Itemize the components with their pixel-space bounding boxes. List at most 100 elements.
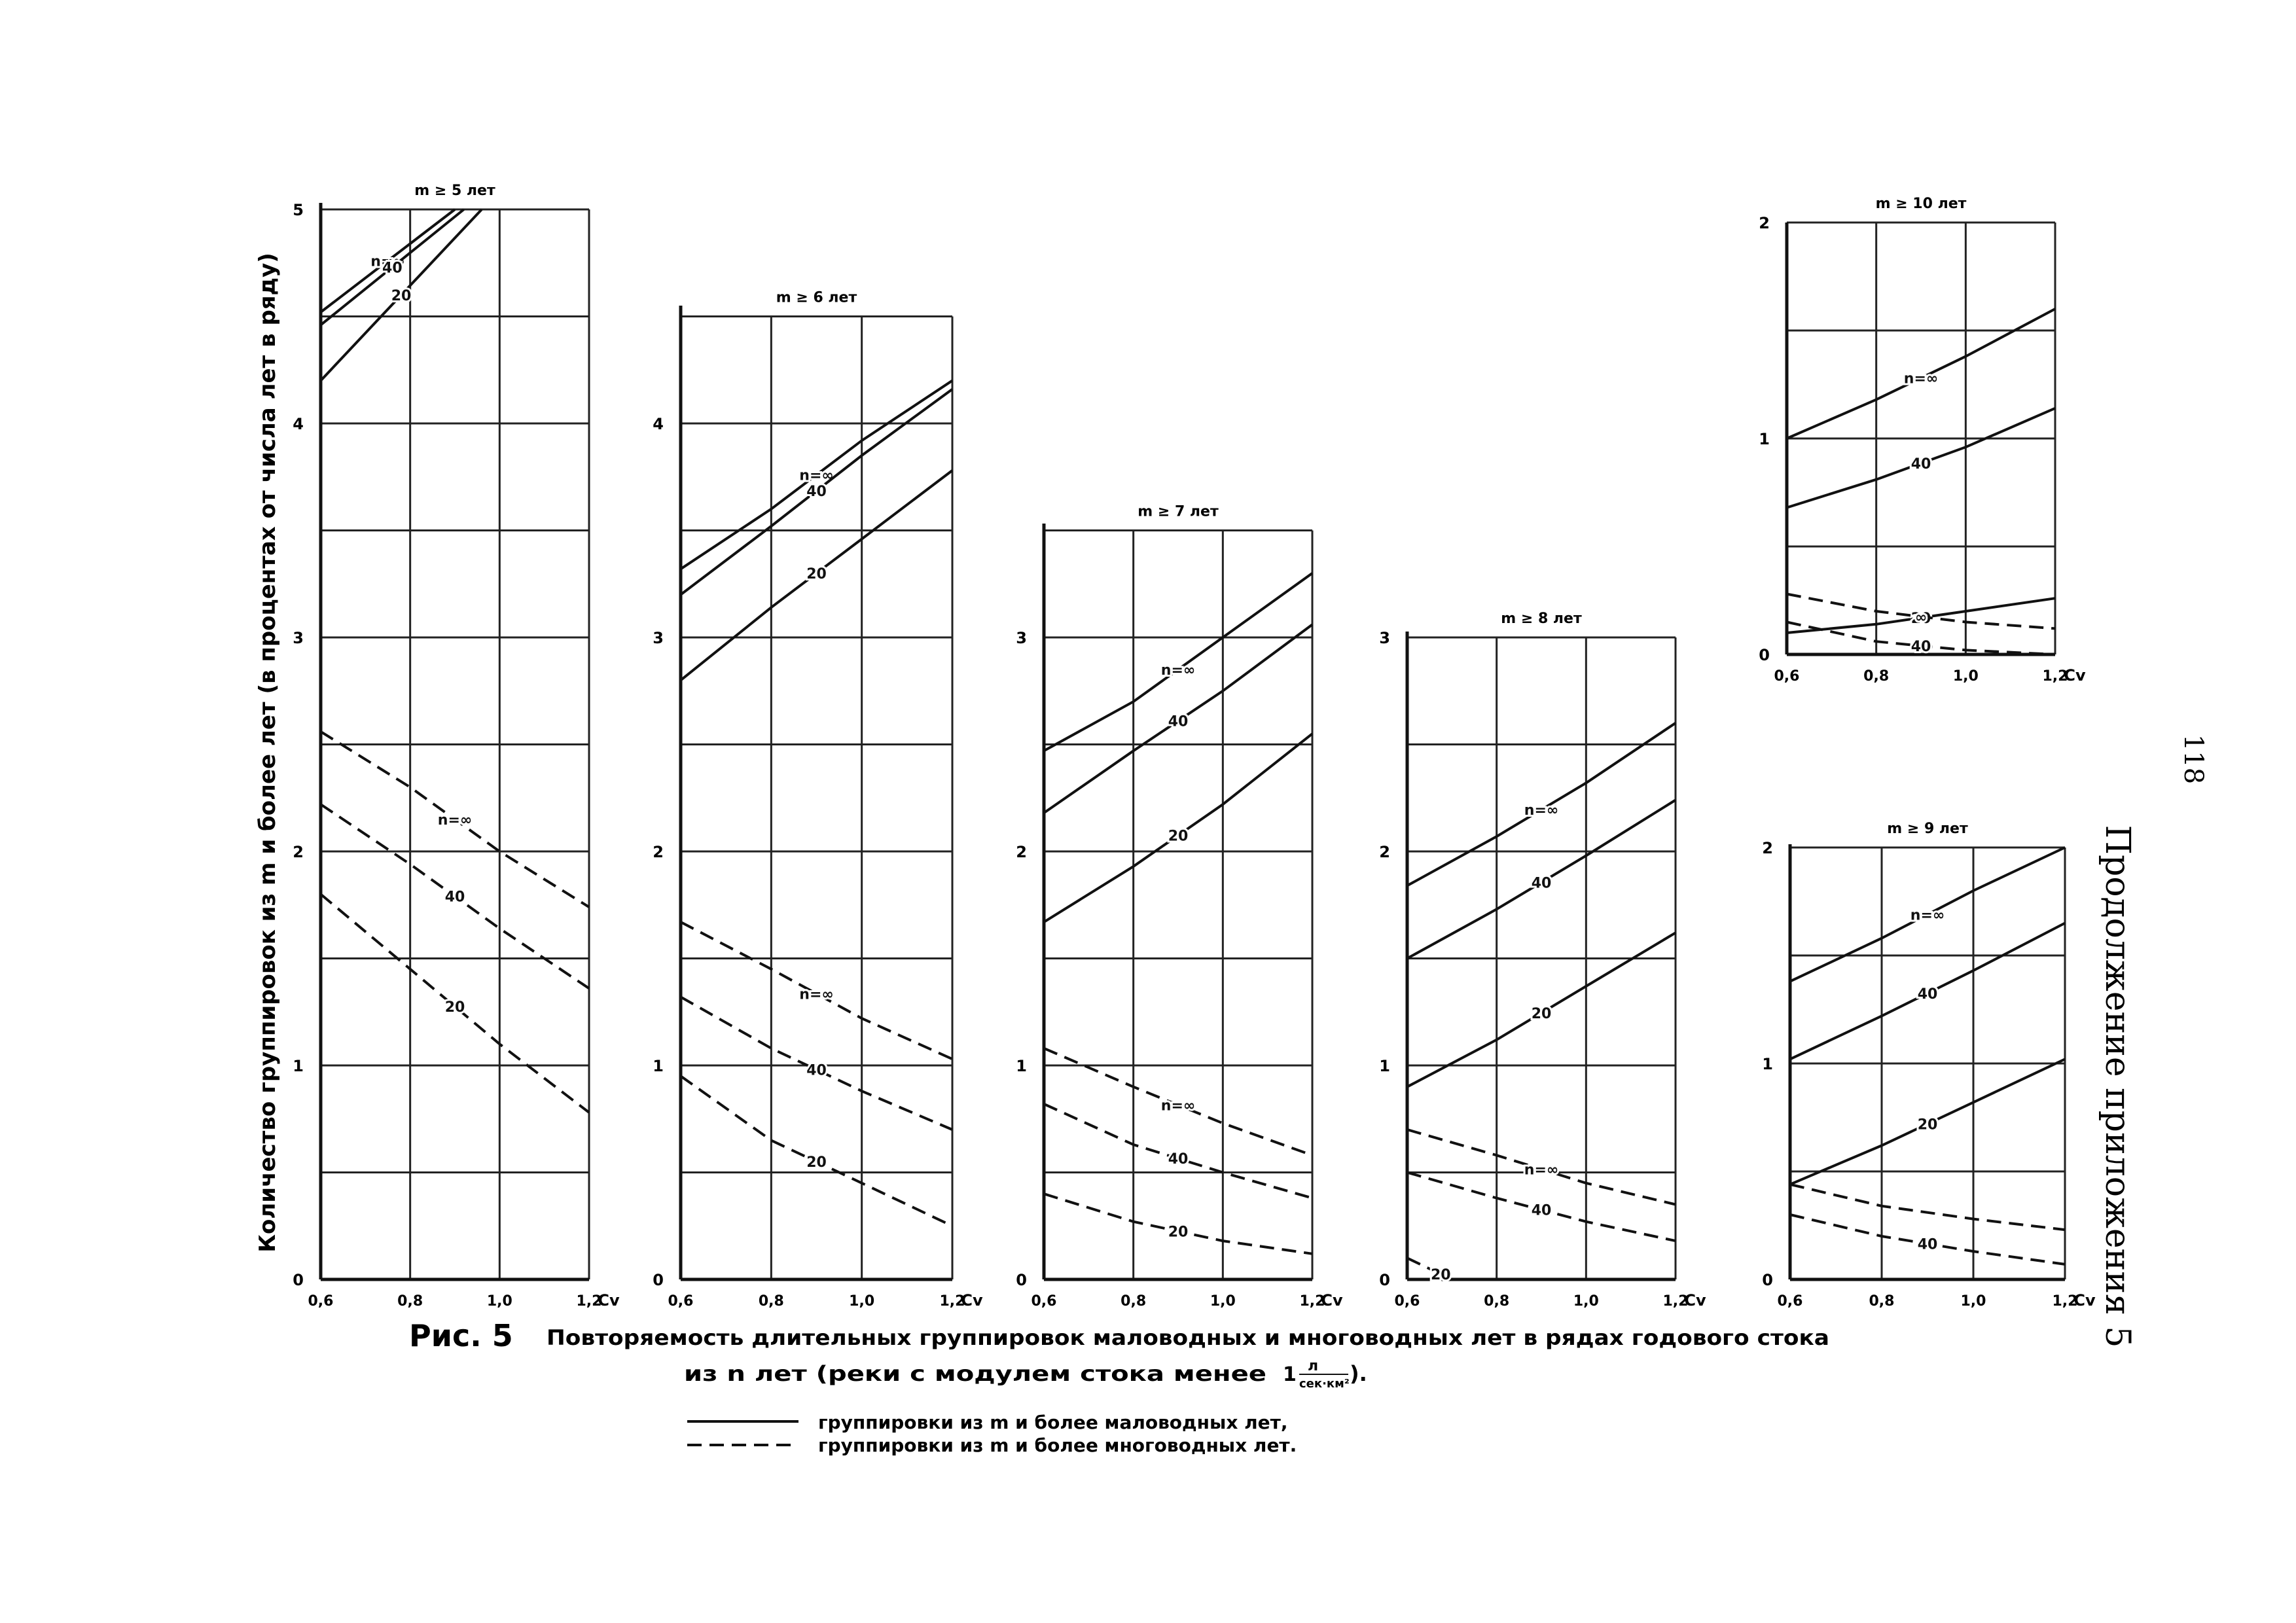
- y-tick-label: 3: [1379, 629, 1390, 647]
- y-tick-label: 2: [1762, 839, 1773, 857]
- series-label: n=∞: [1524, 802, 1558, 819]
- legend-dashed-text: группировки из m и более многоводных лет…: [818, 1435, 1297, 1456]
- y-tick-label: 0: [1759, 646, 1770, 664]
- series-line-dashed: [319, 803, 590, 990]
- y-tick-label: 3: [293, 629, 304, 647]
- series-line-dashed: [1407, 1171, 1676, 1243]
- x-tick-label: 0,8: [759, 1293, 784, 1310]
- series-line-solid: [1407, 722, 1677, 887]
- y-tick-label: 2: [1379, 843, 1390, 861]
- y-tick-label: 0: [1016, 1271, 1027, 1289]
- y-axis-label: Количество группировок из m и более лет …: [255, 253, 281, 1253]
- x-tick-label: 0,6: [1778, 1293, 1803, 1310]
- series-label: 20: [1168, 1224, 1189, 1240]
- series-label: 20: [1918, 1116, 1938, 1133]
- x-tick-label: 1,0: [1953, 668, 1979, 685]
- series-line-dashed: [679, 1075, 953, 1228]
- y-tick-label: 0: [293, 1271, 304, 1289]
- series-line-solid: [319, 208, 465, 327]
- series-line-solid: [1789, 1058, 2066, 1186]
- page-number: 118: [2178, 734, 2208, 784]
- series-line-dashed: [1407, 1128, 1676, 1206]
- series-label: 40: [806, 1063, 827, 1079]
- series-label: 40: [1911, 456, 1931, 473]
- caption-unit-prefix: 1: [1283, 1363, 1297, 1386]
- y-tick-label: 2: [1016, 843, 1027, 861]
- y-tick-label: 1: [1016, 1057, 1027, 1075]
- y-tick-label: 1: [1762, 1055, 1773, 1073]
- caption-unit-numerator: л: [1308, 1358, 1318, 1374]
- series-line-dashed: [1043, 1046, 1313, 1157]
- x-tick-label: 0,8: [1121, 1293, 1146, 1310]
- x-axis-label: Cv: [2073, 1291, 2096, 1310]
- running-title: Продолжение приложения 5: [2098, 825, 2137, 1348]
- y-tick-label: 0: [653, 1271, 664, 1289]
- series-line-dashed: [1043, 1192, 1313, 1255]
- series-label: 40: [445, 889, 465, 906]
- series-line-dashed: [1789, 1183, 2066, 1232]
- y-tick-label: 5: [293, 201, 304, 219]
- x-tick-label: 1,0: [849, 1293, 874, 1310]
- x-axis-label: Cv: [961, 1291, 983, 1310]
- x-tick-label: 1,2: [2043, 668, 2068, 685]
- chart-panel-6: m ≥ 9 лет 0 1 2 0,6 0,8 1,0 1,2Cv n=∞ 40 20 40: [1762, 821, 2096, 1310]
- series-label: 20: [1532, 1006, 1552, 1022]
- x-tick-label: 0,8: [1869, 1293, 1895, 1310]
- x-tick-label: 1,2: [1663, 1293, 1689, 1310]
- y-tick-label: 2: [293, 843, 304, 861]
- x-tick-label: 0,6: [1031, 1293, 1057, 1310]
- series-line-solid: [319, 208, 483, 382]
- y-tick-label: 4: [293, 415, 304, 433]
- series-label: 40: [382, 260, 403, 276]
- y-tick-label: 2: [1759, 214, 1770, 232]
- series-line-solid: [1407, 798, 1677, 960]
- panel-title: m ≥ 6 лет: [776, 290, 857, 306]
- series-label: 40: [1918, 986, 1938, 1003]
- series-label: 20: [1431, 1267, 1451, 1283]
- legend-solid-text: группировки из m и более маловодных лет,: [818, 1412, 1288, 1433]
- series-label: 40: [1532, 1203, 1552, 1219]
- series-label: 20: [445, 999, 465, 1016]
- series-label: n=∞: [1161, 1097, 1195, 1114]
- series-label: 20: [1168, 828, 1189, 844]
- x-axis-label: Cv: [598, 1291, 620, 1310]
- x-tick-label: 1,0: [1573, 1293, 1599, 1310]
- series-label: ∞: [1915, 609, 1927, 626]
- series-label: n=∞: [799, 986, 833, 1003]
- series-label: n=∞: [1904, 371, 1938, 387]
- series-label: n=∞: [1161, 662, 1195, 679]
- series-label: n=∞: [438, 812, 472, 829]
- series-line-dashed: [1786, 592, 2056, 630]
- series-label: 40: [806, 484, 827, 500]
- x-tick-label: 1,2: [1300, 1293, 1325, 1310]
- x-tick-label: 1,0: [487, 1293, 512, 1310]
- x-tick-label: 0,8: [397, 1293, 423, 1310]
- x-tick-label: 1,2: [2053, 1293, 2078, 1310]
- y-tick-label: 3: [653, 629, 664, 647]
- series-line-solid: [1786, 308, 2056, 440]
- x-tick-label: 0,6: [668, 1293, 694, 1310]
- x-tick-label: 1,2: [577, 1293, 602, 1310]
- figure-label: Рис. 5: [409, 1318, 513, 1353]
- series-label: n=∞: [1910, 907, 1945, 923]
- series-line-dashed: [680, 921, 953, 1061]
- series-line-solid: [679, 379, 954, 571]
- y-tick-label: 1: [653, 1057, 664, 1075]
- series-line-solid: [1043, 623, 1314, 814]
- x-tick-label: 0,6: [1774, 668, 1800, 685]
- chart-panel-3: m ≥ 7 лет 0 1 2 3 0,6 0,8 1,0 1,2Cv n=∞ 40 20 n=∞ 40 2…: [1016, 504, 1343, 1310]
- series-label: n=∞: [1524, 1162, 1558, 1179]
- x-tick-label: 0,8: [1863, 668, 1889, 685]
- series-line-solid: [1786, 406, 2056, 509]
- series-line-solid: [1407, 931, 1677, 1088]
- series-label: 40: [1168, 714, 1189, 730]
- y-tick-label: 3: [1016, 629, 1027, 647]
- panel-title: m ≥ 7 лет: [1138, 504, 1219, 520]
- series-line-solid: [1789, 921, 2066, 1061]
- panel-title: m ≥ 5 лет: [414, 183, 495, 199]
